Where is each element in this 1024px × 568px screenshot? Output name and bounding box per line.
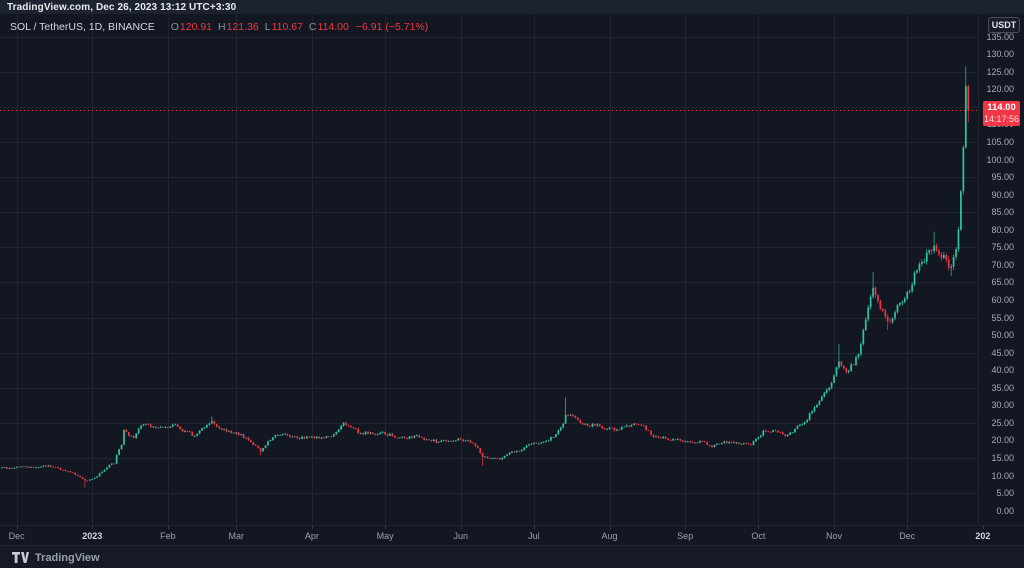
time-tick-mark (167, 526, 169, 529)
last-price-label: 114.00 14:17:56 (983, 101, 1020, 127)
price-axis[interactable]: USDT 135.00130.00125.00120.00115.00110.0… (978, 14, 1024, 525)
time-tick-label: 2023 (82, 531, 103, 541)
price-tick: 70.00 (991, 259, 1014, 270)
price-tick: 45.00 (991, 347, 1014, 358)
price-tick: 125.00 (986, 66, 1014, 77)
last-price-value: 114.00 (987, 102, 1016, 114)
footer-bar: TradingView (0, 545, 1024, 568)
time-axis[interactable]: Dec 2023 Feb Mar Apr May Jun Jul Aug Sep Oct Nov Dec… (0, 525, 1024, 546)
time-tick-label: Nov (826, 531, 843, 541)
price-tick: 40.00 (991, 365, 1014, 376)
time-tick-label: Oct (751, 531, 766, 541)
high-label: H (218, 21, 226, 33)
price-tick: 15.00 (991, 453, 1014, 464)
time-tick-label: 202 (975, 531, 991, 541)
symbol-legend: SOL / TetherUS, 1D, BINANCE O 120.91 H 1… (10, 20, 428, 34)
time-tick-label: Apr (304, 531, 319, 541)
open-label: O (170, 21, 179, 33)
time-tick-label: Jun (453, 531, 468, 541)
price-tick: 20.00 (991, 435, 1014, 446)
time-tick-label: May (376, 531, 394, 541)
low-value: 110.67 (271, 21, 303, 33)
time-tick-mark (834, 526, 836, 529)
price-tick: 75.00 (991, 242, 1014, 253)
time-tick-mark (982, 526, 984, 529)
low-label: L (264, 21, 271, 33)
price-tick: 35.00 (991, 382, 1014, 393)
price-tick: 25.00 (991, 417, 1014, 428)
high-value: 121.36 (226, 21, 259, 33)
price-tick: 105.00 (986, 137, 1014, 148)
price-tick: 95.00 (991, 172, 1014, 183)
tradingview-logo-icon[interactable] (12, 551, 29, 564)
price-tick: 90.00 (991, 189, 1014, 200)
price-tick: 55.00 (991, 312, 1014, 323)
candlestick-chart[interactable] (0, 14, 978, 525)
close-value: 114.00 (317, 21, 349, 33)
price-tick: 0.00 (996, 505, 1014, 516)
time-tick-mark (16, 526, 18, 529)
price-tick: 65.00 (991, 277, 1014, 288)
time-tick-label: Dec (8, 531, 25, 541)
price-tick: 130.00 (986, 49, 1014, 60)
time-tick-mark (533, 526, 535, 529)
time-tick-mark (236, 526, 238, 529)
time-tick-mark (685, 526, 687, 529)
price-tick: 120.00 (986, 84, 1014, 95)
price-tick: 50.00 (991, 330, 1014, 341)
price-tick: 80.00 (991, 224, 1014, 235)
time-tick-mark (460, 526, 462, 529)
top-bar: TradingView.com, Dec 26, 2023 13:12 UTC+… (0, 0, 1024, 14)
price-tick: 100.00 (986, 154, 1014, 165)
price-tick: 30.00 (991, 400, 1014, 411)
bar-countdown: 14:17:56 (983, 114, 1020, 125)
price-tick: 85.00 (991, 207, 1014, 218)
time-tick-label: Aug (601, 531, 618, 541)
time-tick-label: Mar (228, 531, 244, 541)
price-tick: 10.00 (991, 470, 1014, 481)
time-tick-label: Jul (528, 531, 540, 541)
tradingview-brand-text: TradingView (35, 551, 100, 564)
time-tick-mark (758, 526, 760, 529)
time-tick-label: Feb (160, 531, 176, 541)
symbol-name[interactable]: SOL / TetherUS, 1D, BINANCE (10, 21, 155, 33)
time-tick-mark (385, 526, 387, 529)
close-label: C (308, 21, 317, 33)
time-tick-mark (92, 526, 94, 529)
time-tick-label: Sep (677, 531, 694, 541)
price-tick: 5.00 (996, 488, 1014, 499)
time-tick-mark (907, 526, 909, 529)
currency-toggle-button[interactable]: USDT (988, 17, 1020, 33)
change-value: −6.91 (−5.71%) (355, 21, 429, 33)
time-tick-label: Dec (899, 531, 916, 541)
time-tick-mark (609, 526, 611, 529)
snapshot-title: TradingView.com, Dec 26, 2023 13:12 UTC+… (7, 1, 237, 13)
open-value: 120.91 (179, 21, 213, 33)
price-tick: 60.00 (991, 295, 1014, 306)
time-tick-mark (311, 526, 313, 529)
price-tick: 135.00 (986, 31, 1014, 42)
